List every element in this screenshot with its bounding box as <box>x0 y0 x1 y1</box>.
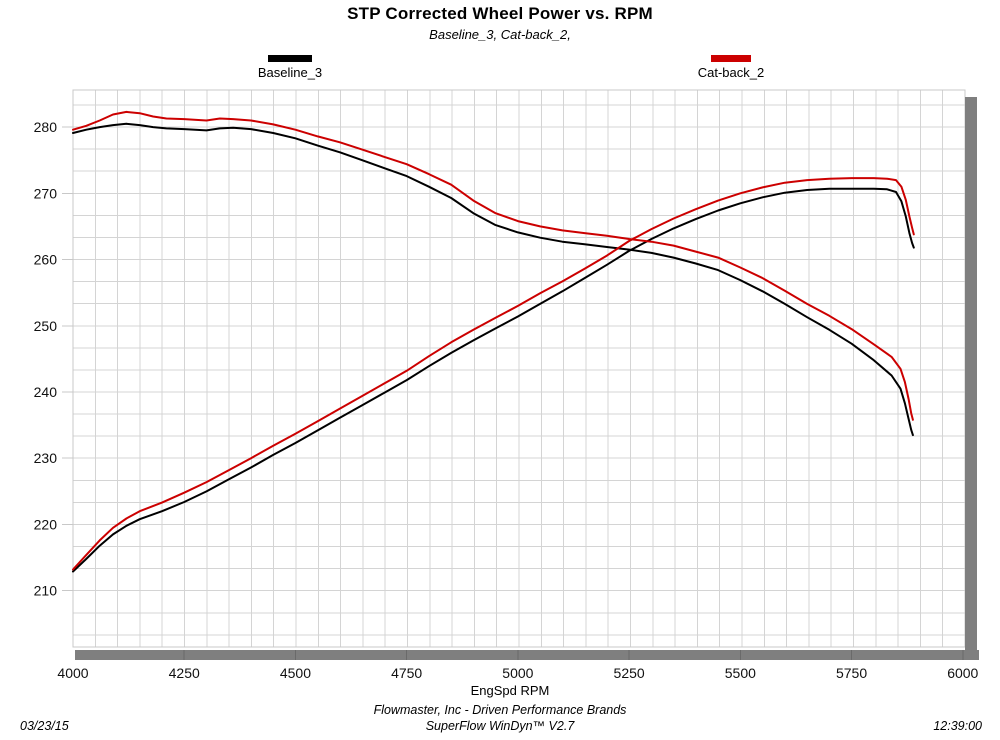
footer-company: Flowmaster, Inc - Driven Performance Bra… <box>373 703 627 717</box>
baseline-3-falling-curve <box>72 122 914 437</box>
x-tick-label: 6000 <box>947 665 978 681</box>
cat-back-2-falling-curve <box>72 110 914 421</box>
baseline-3-rising-curve <box>72 187 915 573</box>
cat-back-2-rising-curve <box>72 177 915 571</box>
y-tick-label: 260 <box>34 252 58 268</box>
x-scrollbar-separators <box>183 650 964 660</box>
baseline-legend-swatch <box>268 55 312 62</box>
x-axis-label: EngSpd RPM <box>470 683 550 698</box>
legend-item-baseline: Baseline_3 <box>240 55 340 80</box>
catback-legend-label: Cat-back_2 <box>697 65 765 80</box>
x-tick-label: 4000 <box>57 665 88 681</box>
footer-software: SuperFlow WinDyn™ V2.7 <box>425 719 575 733</box>
x-tick-label: 4750 <box>391 665 422 681</box>
chart-subtitle: Baseline_3, Cat-back_2, <box>429 27 571 42</box>
y-tick-label: 250 <box>34 318 58 334</box>
y-tick-label: 210 <box>34 583 58 599</box>
footer-time: 12:39:00 <box>933 719 982 733</box>
y-tick-label: 240 <box>34 384 58 400</box>
legend-item-catback: Cat-back_2 <box>681 55 781 80</box>
x-tick-label: 5250 <box>614 665 645 681</box>
y-tick-label: 230 <box>34 450 58 466</box>
x-tick-label: 4500 <box>280 665 311 681</box>
chart-title: STP Corrected Wheel Power vs. RPM <box>347 4 653 23</box>
grid-lines <box>72 89 966 648</box>
x-scrollbar[interactable] <box>75 650 979 660</box>
baseline-legend-label: Baseline_3 <box>257 65 323 80</box>
x-tick-label: 5750 <box>836 665 867 681</box>
y-tick-label: 220 <box>34 516 58 532</box>
y-scrollbar[interactable] <box>965 97 977 660</box>
y-tick-label: 280 <box>34 119 58 135</box>
catback-legend-swatch <box>711 55 751 62</box>
y-tick-label: 270 <box>34 185 58 201</box>
footer-date: 03/23/15 <box>20 719 69 733</box>
axis-ticks: 210 220 230 240 250 260 270 280 4000 4250 4500 4750… <box>34 119 979 681</box>
chart-header: STP Corrected Wheel Power vs. RPM Baseli… <box>0 4 1000 42</box>
x-tick-label: 4250 <box>169 665 200 681</box>
x-tick-label: 5000 <box>502 665 533 681</box>
x-tick-label: 5500 <box>725 665 756 681</box>
dyno-curves <box>72 110 915 573</box>
